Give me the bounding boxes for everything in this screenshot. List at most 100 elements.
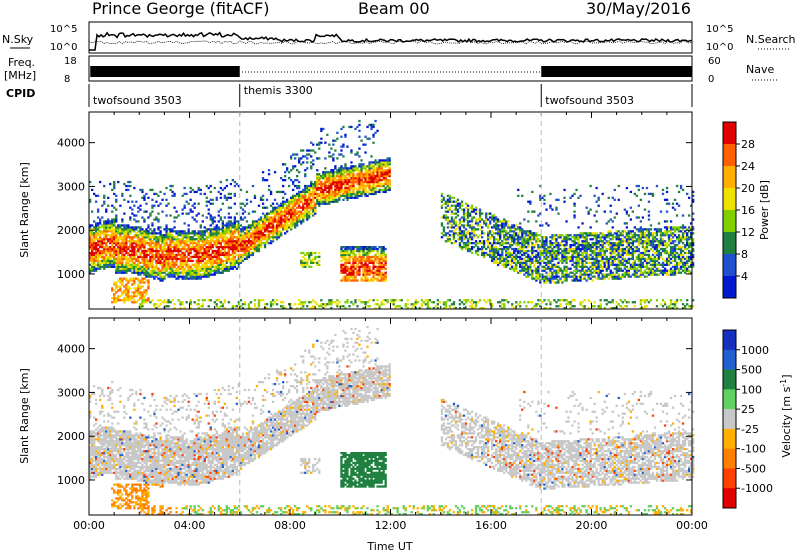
heatmap-cell: [447, 205, 449, 207]
heatmap-cell: [167, 252, 169, 254]
heatmap-cell: [531, 246, 533, 248]
heatmap-cell: [316, 169, 318, 171]
heatmap-cell: [340, 183, 342, 185]
heatmap-cell: [131, 278, 133, 280]
heatmap-cell: [302, 149, 304, 151]
heatmap-cell: [99, 236, 101, 238]
heatmap-cell: [383, 274, 385, 276]
heatmap-cell: [383, 260, 385, 262]
heatmap-cell: [123, 240, 125, 242]
heatmap-cell: [358, 272, 360, 274]
heatmap-cell: [322, 128, 324, 130]
heatmap-cell: [306, 157, 308, 159]
heatmap-cell: [109, 220, 111, 222]
heatmap-cell: [204, 248, 206, 250]
heatmap-cell: [103, 195, 105, 197]
heatmap-cell: [505, 240, 507, 242]
heatmap-cell: [310, 252, 312, 254]
heatmap-cell: [358, 171, 360, 173]
heatmap-cell: [475, 218, 477, 220]
heatmap-cell: [475, 240, 477, 242]
heatmap-cell: [258, 299, 260, 301]
heatmap-cell: [236, 213, 238, 215]
heatmap-cell: [135, 289, 137, 291]
heatmap-cell: [169, 238, 171, 240]
heatmap-cell: [188, 260, 190, 262]
heatmap-cell: [553, 242, 555, 244]
heatmap-cell: [220, 268, 222, 270]
heatmap-cell: [119, 270, 121, 272]
heatmap-cell: [451, 234, 453, 236]
heatmap-cell: [385, 179, 387, 181]
heatmap-cell: [511, 256, 513, 258]
heatmap-cell: [153, 250, 155, 252]
heatmap-cell: [378, 179, 380, 181]
heatmap-cell: [274, 301, 276, 303]
heatmap-cell: [153, 246, 155, 248]
heatmap-cell: [461, 246, 463, 248]
heatmap-cell: [427, 303, 429, 305]
heatmap-cell: [513, 230, 515, 232]
heatmap-cell: [230, 240, 232, 242]
heatmap-cell: [131, 301, 133, 303]
heatmap-cell: [129, 185, 131, 187]
heatmap-cell: [165, 260, 167, 262]
heatmap-cell: [481, 236, 483, 238]
heatmap-cell: [330, 179, 332, 181]
heatmap-cell: [449, 195, 451, 197]
heatmap-cell: [240, 254, 242, 256]
heatmap-cell: [326, 179, 328, 181]
heatmap-cell: [180, 250, 182, 252]
heatmap-cell: [525, 230, 527, 232]
heatmap-cell: [137, 244, 139, 246]
heatmap-cell: [507, 256, 509, 258]
heatmap-cell: [105, 242, 107, 244]
heatmap-cell: [214, 240, 216, 242]
heatmap-cell: [338, 179, 340, 181]
heatmap-cell: [115, 297, 117, 299]
heatmap-cell: [451, 226, 453, 228]
heatmap-cell: [192, 276, 194, 278]
heatmap-cell: [511, 238, 513, 240]
heatmap-cell: [153, 230, 155, 232]
heatmap-cell: [304, 169, 306, 171]
heatmap-cell: [105, 266, 107, 268]
heatmap-cell: [523, 252, 525, 254]
heatmap-cell: [362, 185, 364, 187]
heatmap-cell: [537, 270, 539, 272]
heatmap-cell: [364, 177, 366, 179]
heatmap-cell: [149, 236, 151, 238]
heatmap-cell: [157, 278, 159, 280]
heatmap-cell: [330, 171, 332, 173]
heatmap-cell: [543, 299, 545, 301]
heatmap-cell: [292, 213, 294, 215]
heatmap-cell: [322, 193, 324, 195]
heatmap-cell: [495, 252, 497, 254]
heatmap-cell: [184, 240, 186, 242]
heatmap-cell: [497, 218, 499, 220]
heatmap-cell: [165, 252, 167, 254]
heatmap-cell: [342, 252, 344, 254]
heatmap-cell: [350, 246, 352, 248]
heatmap-cell: [519, 270, 521, 272]
heatmap-cell: [383, 171, 385, 173]
heatmap-cell: [449, 230, 451, 232]
heatmap-cell: [294, 153, 296, 155]
heatmap-cell: [475, 222, 477, 224]
heatmap-cell: [196, 256, 198, 258]
heatmap-cell: [356, 167, 358, 169]
heatmap-cell: [137, 238, 139, 240]
heatmap-cell: [362, 173, 364, 175]
heatmap-cell: [531, 260, 533, 262]
heatmap-cell: [346, 266, 348, 268]
heatmap-cell: [250, 244, 252, 246]
heatmap-cell: [222, 240, 224, 242]
heatmap-cell: [182, 195, 184, 197]
heatmap-cell: [441, 193, 443, 195]
heatmap-cell: [529, 260, 531, 262]
heatmap-cell: [300, 301, 302, 303]
heatmap-cell: [204, 264, 206, 266]
heatmap-cell: [459, 222, 461, 224]
heatmap-cell: [101, 250, 103, 252]
heatmap-cell: [284, 175, 286, 177]
